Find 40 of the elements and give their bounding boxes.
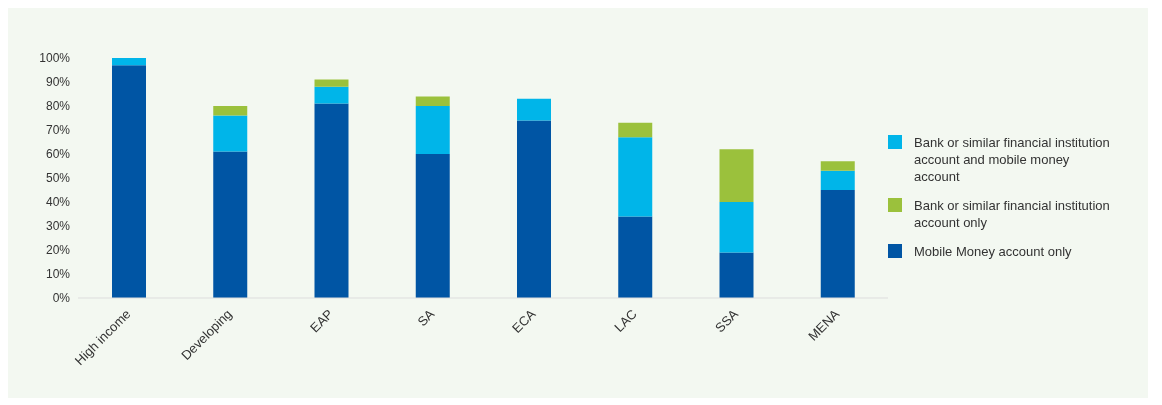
bar (820, 190, 855, 298)
bar (415, 96, 450, 106)
x-tick-label: ECA (509, 306, 539, 336)
bar (314, 103, 349, 298)
y-tick-label: 70% (45, 123, 71, 138)
bar (719, 149, 754, 202)
y-tick-label: 60% (45, 147, 71, 162)
y-tick-label: 90% (45, 75, 71, 90)
y-tick-label: 50% (45, 171, 71, 186)
bar (517, 98, 551, 121)
y-tick-label: 10% (45, 267, 71, 282)
bar (719, 252, 754, 298)
bar (517, 120, 551, 298)
bar (112, 58, 146, 66)
y-tick-label: 20% (45, 243, 71, 258)
y-tick-label: 0% (52, 291, 71, 306)
bar (820, 170, 855, 190)
bar (618, 137, 653, 217)
x-tick-label: SSA (712, 306, 742, 336)
bar (415, 154, 450, 298)
bar (719, 202, 754, 253)
bar (314, 79, 349, 87)
y-tick-label: 80% (45, 99, 71, 114)
legend-label: Mobile Money account only (914, 243, 1072, 260)
legend-label: Bank or similar financial institution account only (914, 197, 1111, 231)
x-tick-label: SA (414, 306, 438, 330)
x-tick-label: LAC (611, 306, 640, 335)
bar (415, 106, 450, 154)
bar (820, 161, 855, 171)
bar (213, 106, 248, 116)
bar (314, 86, 349, 104)
y-tick-label: 30% (45, 219, 71, 234)
bar (618, 122, 653, 138)
legend-label: Bank or similar financial institution account and mobile money account (914, 134, 1111, 185)
bar (213, 115, 248, 152)
y-tick-label: 100% (39, 51, 71, 66)
bar (112, 65, 146, 298)
bar (618, 216, 653, 298)
bar (213, 151, 248, 298)
y-tick-label: 40% (45, 195, 71, 210)
